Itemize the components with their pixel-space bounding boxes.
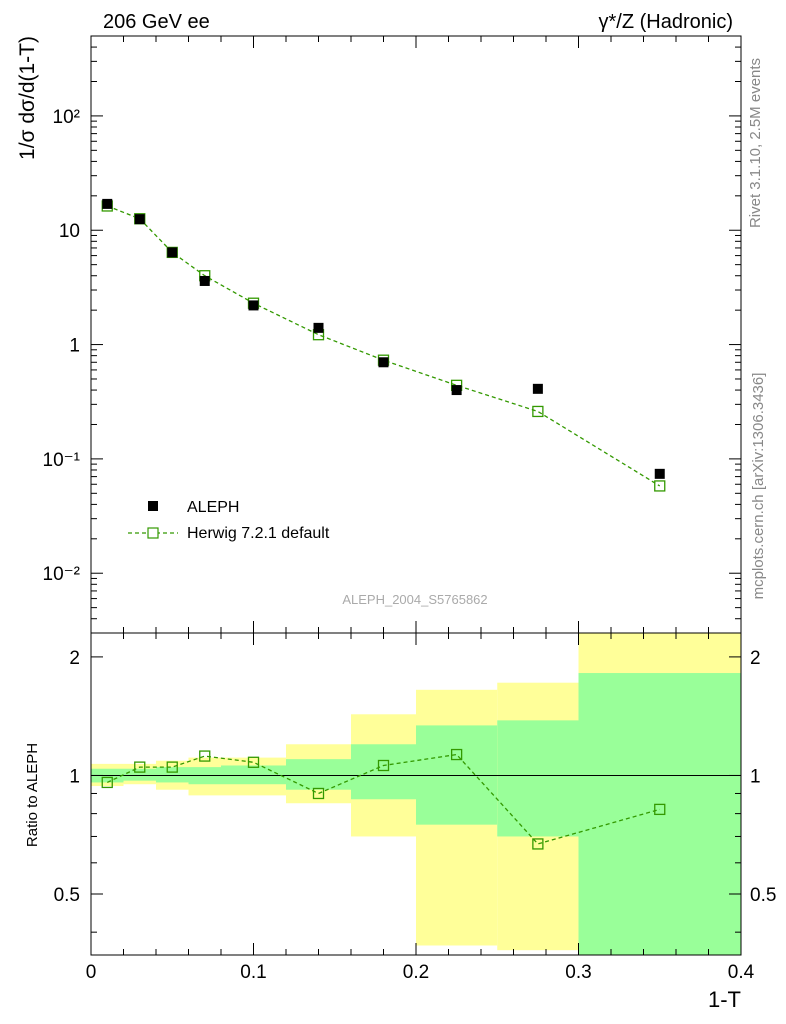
ratio-herwig-point [199,750,211,762]
ratio-herwig-point [247,756,260,768]
header-left-label: 206 GeV ee [103,11,210,33]
inner-band-bin [123,768,156,781]
aleph-point [313,322,324,333]
main-y-tick-label: 10 [59,221,80,242]
main-panel: ALEPH_2004_S5765862 1/σ dσ/d(1-T) 10⁻²10… [16,35,742,634]
aleph-point [378,357,389,368]
main-y-tick-label: 10⁻¹ [43,450,81,471]
ratio-panel: 0.5 0.5 1 1 2 2 0 0.1 0.2 0.3 0.4 Ratio to ALEPH 1… [24,632,776,1012]
ratio-y-tick-label-left: 0.5 [54,885,80,906]
x-tick-label: 0.4 [728,962,755,983]
ratio-y-axis-label: Ratio to ALEPH [24,743,41,847]
main-ticks: 10⁻² 10⁻¹ 1 10 10² [43,35,742,634]
ratio-herwig-point [166,761,178,773]
inner-band-bin [286,759,351,790]
main-y-tick-label: 10² [53,107,80,128]
ratio-y-tick-label-left: 2 [69,648,80,669]
ratio-herwig-series [101,748,666,850]
aleph-point [102,198,113,209]
ratio-herwig-point [312,787,325,800]
ratio-herwig-point [532,838,544,850]
aleph-point [248,300,259,311]
inner-band-bin [156,767,189,783]
main-y-axis-label: 1/σ dσ/d(1-T) [16,36,39,160]
x-tick-label: 0.2 [403,962,429,983]
ratio-y-tick-label-right: 1 [750,766,761,787]
aleph-point [532,383,543,394]
legend: ALEPH Herwig 7.2.1 default [128,499,330,542]
inner-band-bin [221,765,286,785]
legend-herwig-label: Herwig 7.2.1 default [187,525,330,542]
legend-herwig-marker [147,527,159,539]
herwig-line [107,205,661,487]
ratio-herwig-point [134,761,146,773]
main-y-tick-label: 1 [69,336,80,357]
main-frame [90,35,742,634]
mcplots-label: mcplots.cern.ch [arXiv:1306.3436] [750,373,767,600]
aleph-series [102,198,665,479]
inner-band-bin [497,720,579,837]
header-right-label: γ*/Z (Hadronic) [599,11,733,33]
ratio-ticks: 0.5 0.5 1 1 2 2 0 0.1 0.2 0.3 0.4 [54,633,776,983]
herwig-point [654,480,666,492]
ratio-herwig-point [654,803,666,816]
aleph-point [134,214,145,225]
ratio-herwig-point [450,748,463,761]
aleph-point [199,275,210,286]
inner-band-bin [351,744,416,800]
aleph-point [167,247,178,258]
ratio-herwig-point [101,776,113,789]
uncertainty-bands [91,633,741,955]
legend-aleph-marker [148,501,158,511]
legend-aleph-label: ALEPH [187,499,239,516]
aleph-point [451,385,462,396]
analysis-watermark: ALEPH_2004_S5765862 [342,592,487,607]
herwig-point [532,405,544,418]
herwig-series [101,200,666,492]
main-y-tick-label: 10⁻² [43,564,81,585]
ratio-y-tick-label-left: 1 [69,766,80,787]
ratio-y-tick-label-right: 0.5 [750,885,776,906]
x-tick-label: 0.3 [565,962,591,983]
x-tick-label: 0.1 [240,962,266,983]
ratio-herwig-line [106,753,660,845]
x-axis-label: 1-T [708,987,741,1012]
ratio-y-tick-label-right: 2 [750,648,761,669]
ratio-herwig-point [377,759,390,772]
aleph-point [654,468,665,479]
rivet-version-label: Rivet 3.1.10, 2.5M events [747,58,764,228]
x-tick-label: 0 [86,962,97,983]
